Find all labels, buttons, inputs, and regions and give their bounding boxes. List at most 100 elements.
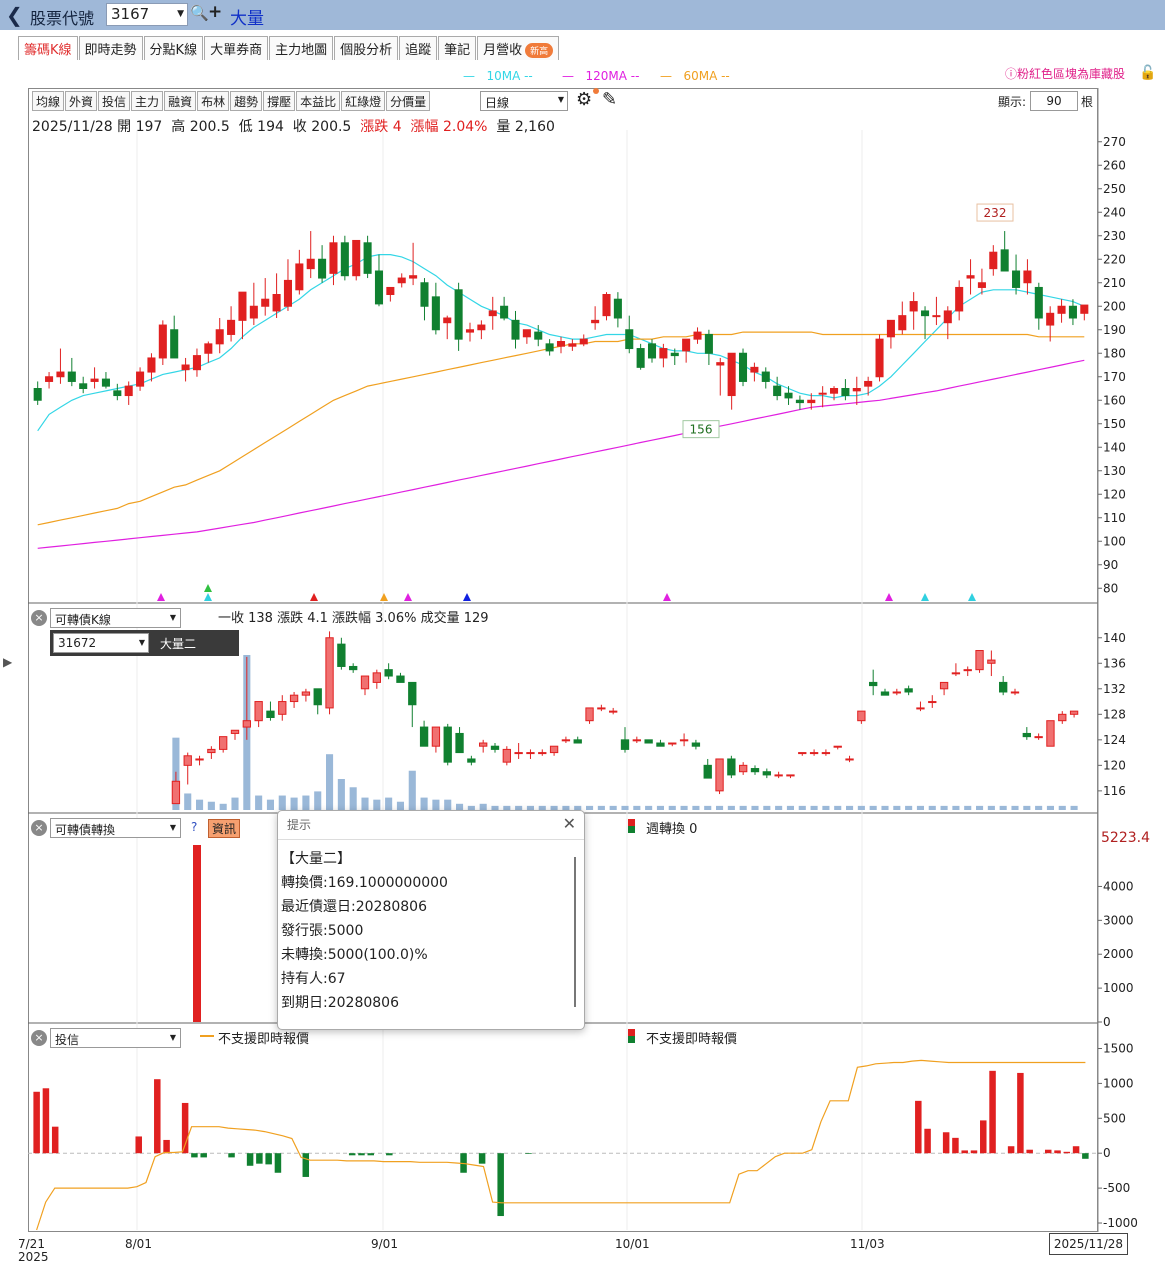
info-open-label: 開 (117, 119, 132, 135)
panel3-select[interactable]: 可轉債轉換 ▼ (50, 818, 181, 838)
panel2-select[interactable]: 可轉債K線 ▼ (50, 608, 181, 628)
plus-icon[interactable]: + (208, 2, 223, 22)
y-tick-label: 1000 (1103, 1076, 1134, 1090)
bond-name: 大量二 (160, 637, 197, 651)
help-icon[interactable]: ? (191, 820, 198, 834)
tooltip-scrollbar[interactable] (574, 857, 576, 1007)
info-pct-label: 漲幅 (410, 119, 439, 135)
tool-support[interactable]: 撐壓 (263, 91, 296, 111)
date-label: 10/01 (615, 1237, 650, 1251)
tool-trend[interactable]: 趨勢 (230, 91, 263, 111)
bond-code-select[interactable]: 31672 ▼ (53, 633, 149, 653)
panel3-select-value: 可轉債轉換 (55, 823, 116, 837)
y-tick-label: 220 (1103, 252, 1126, 266)
notification-dot (593, 88, 599, 94)
tab-branch-kline[interactable]: 分點K線 (143, 36, 204, 60)
bond-selector-popup: 31672 ▼ 大量二 (50, 630, 239, 656)
tool-pe[interactable]: 本益比 (296, 91, 341, 111)
y-tick-label: 136 (1103, 656, 1126, 670)
y-tick-label: 116 (1103, 784, 1126, 798)
tab-main-map[interactable]: 主力地圖 (269, 36, 334, 60)
legend-60ma: — 60MA -- (660, 69, 730, 83)
info-chg-label: 漲跌 (360, 119, 389, 135)
gear-icon[interactable]: ⚙ (576, 89, 593, 110)
tab-notes[interactable]: 筆記 (438, 36, 477, 60)
tab-chip-kline[interactable]: 籌碼K線 (18, 36, 78, 60)
tool-main[interactable]: 主力 (131, 91, 164, 111)
chevron-down-icon[interactable]: ▼ (169, 823, 176, 832)
date-label: 7/21 (18, 1237, 45, 1251)
close-icon[interactable]: ✕ (562, 814, 576, 833)
expand-left-icon[interactable]: ▶ (3, 655, 13, 669)
panel4-select[interactable]: 投信 ▼ (50, 1028, 181, 1048)
tab-tracking[interactable]: 追蹤 (399, 36, 438, 60)
period-select[interactable]: 日線 ▼ (480, 91, 568, 111)
legend-10ma: — 10MA -- (463, 69, 533, 83)
chevron-down-icon[interactable]: ▼ (177, 9, 184, 19)
y-tick-label: 80 (1103, 581, 1118, 595)
chevron-down-icon[interactable]: ▼ (169, 613, 176, 622)
tab-stock-analysis[interactable]: 個股分析 (334, 36, 399, 60)
y-tick-label: 180 (1103, 346, 1126, 360)
tool-margin[interactable]: 融資 (164, 91, 197, 111)
close-icon[interactable]: × (31, 1030, 47, 1046)
legend-120ma: — 120MA -- (562, 69, 640, 83)
tab-big-broker[interactable]: 大單券商 (204, 36, 269, 60)
info-date: 2025/11/28 (32, 119, 113, 135)
legend-60ma-label: 60MA -- (683, 69, 730, 83)
tool-traffic[interactable]: 紅綠燈 (341, 91, 386, 111)
chart-frame (28, 88, 1098, 1232)
search-icon[interactable]: 🔍 (190, 4, 209, 22)
tooltip-line: 未轉換:5000(100.0)% (281, 947, 428, 963)
close-icon[interactable]: × (31, 820, 47, 836)
pencil-icon[interactable]: ✎ (602, 89, 618, 110)
date-label: 9/01 (371, 1237, 398, 1251)
tooltip-line: 到期日:20280806 (281, 995, 399, 1011)
panel3-legend: 週轉換 0 (646, 822, 698, 837)
treasury-note-text: 粉紅色區塊為庫藏股 (1017, 67, 1126, 81)
legend-120ma-label: 120MA -- (585, 69, 640, 83)
tool-ma[interactable]: 均線 (32, 91, 65, 111)
treasury-note: ⓘ粉紅色區塊為庫藏股 (1005, 65, 1125, 82)
y-tick-label: 250 (1103, 182, 1126, 196)
tooltip-divider (278, 839, 584, 840)
y-tick-label: 230 (1103, 229, 1126, 243)
tooltip-dialog: 提示 ✕ 【大量二】 轉換價:169.1000000000 最近債還日:2028… (277, 810, 585, 1030)
tab-realtime[interactable]: 即時走勢 (78, 36, 143, 60)
info-close-label: 收 (292, 119, 307, 135)
stock-name[interactable]: 大量 (230, 9, 264, 29)
tool-bollinger[interactable]: 布林 (197, 91, 230, 111)
back-icon[interactable]: ❮ (6, 3, 23, 27)
y-tick-label: 140 (1103, 440, 1126, 454)
show-count-unit: 根 (1081, 95, 1094, 109)
date-label: 8/01 (125, 1237, 152, 1251)
unlock-icon[interactable]: 🔓 (1139, 65, 1157, 81)
tool-trust[interactable]: 投信 (98, 91, 131, 111)
chevron-down-icon[interactable]: ▼ (138, 638, 145, 647)
show-count-input[interactable]: 90 (1030, 91, 1078, 111)
panel3-max-label: 5223.4 (1101, 830, 1150, 846)
info-close: 200.5 (311, 119, 352, 135)
current-date-box: 2025/11/28 (1049, 1233, 1128, 1255)
y-tick-label: 128 (1103, 707, 1126, 721)
info-low-label: 低 (238, 119, 253, 135)
y-tick-label: 260 (1103, 158, 1126, 172)
stock-code-input[interactable]: 3167 ▼ (106, 3, 188, 26)
stock-code-label: 股票代號 (30, 9, 95, 28)
close-icon[interactable]: × (31, 610, 47, 626)
year-label: 2025 (18, 1250, 49, 1264)
panel4-legend-left: 不支援即時報價 (218, 1032, 310, 1047)
tab-monthly-revenue[interactable]: 月營收 新高 (477, 36, 560, 60)
y-tick-label: 0 (1103, 1146, 1111, 1160)
y-tick-label: 140 (1103, 631, 1126, 645)
y-tick-label: 2000 (1103, 947, 1134, 961)
tool-foreign[interactable]: 外資 (65, 91, 98, 111)
chevron-down-icon[interactable]: ▼ (557, 95, 564, 104)
legend-swatch (628, 1029, 635, 1043)
info-button[interactable]: 資訊 (208, 819, 241, 838)
y-tick-label: 210 (1103, 276, 1126, 290)
y-tick-label: 500 (1103, 1111, 1126, 1125)
tool-volume-price[interactable]: 分價量 (386, 91, 431, 111)
chevron-down-icon[interactable]: ▼ (169, 1033, 176, 1042)
panel4-select-value: 投信 (55, 1033, 80, 1047)
